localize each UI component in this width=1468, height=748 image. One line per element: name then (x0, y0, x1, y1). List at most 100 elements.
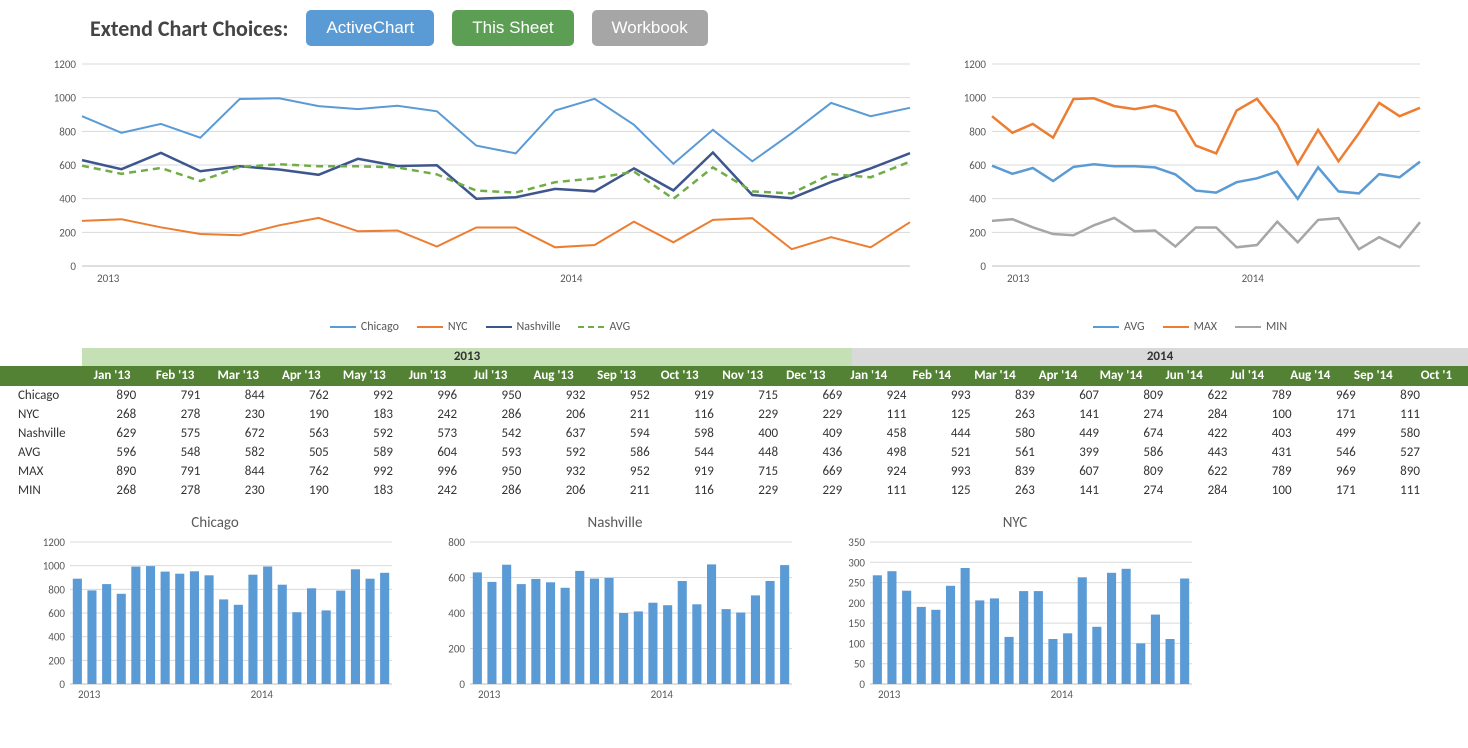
svg-text:0: 0 (70, 260, 76, 273)
table-cell: 809 (1109, 462, 1173, 481)
legend-item: MAX (1163, 320, 1217, 334)
row-label: Nashville (0, 424, 82, 443)
table-cell: 580 (981, 424, 1045, 443)
table-cell: 111 (1366, 405, 1430, 424)
month-cell: Apr '13 (270, 366, 333, 386)
month-cell: Jul '13 (459, 366, 522, 386)
top-charts-row: 02004006008001000120020132014ChicagoNYCN… (0, 56, 1468, 334)
bottom-charts-row: Chicago02004006008001000120020132014Nash… (0, 500, 1468, 706)
table-cell: 924 (852, 386, 916, 405)
table-cell: 844 (210, 462, 274, 481)
month-cell: Mar '13 (207, 366, 270, 386)
table-cell: 791 (146, 462, 210, 481)
svg-text:200: 200 (48, 654, 65, 667)
month-cell: Nov '13 (711, 366, 774, 386)
workbook-button[interactable]: Workbook (592, 10, 708, 46)
table-cell: 789 (1237, 386, 1301, 405)
svg-text:2013: 2013 (478, 688, 501, 701)
svg-text:200: 200 (59, 226, 76, 239)
table-cell: 171 (1302, 481, 1366, 500)
table-cell: 950 (467, 462, 531, 481)
table-cell: 669 (788, 386, 852, 405)
table-cell: 230 (210, 481, 274, 500)
svg-text:2013: 2013 (97, 272, 120, 285)
table-cell: 284 (1173, 481, 1237, 500)
table-cell: 594 (596, 424, 660, 443)
table-cell: 592 (531, 443, 595, 462)
table-cell: 268 (82, 405, 146, 424)
table-cell: 563 (275, 424, 339, 443)
table-cell: 582 (210, 443, 274, 462)
table-cell: 669 (788, 462, 852, 481)
table-cell: 548 (146, 443, 210, 462)
svg-text:1200: 1200 (54, 58, 77, 71)
thissheet-button[interactable]: This Sheet (452, 10, 573, 46)
table-cell: 593 (467, 443, 531, 462)
month-cell: Jun '13 (396, 366, 459, 386)
svg-text:350: 350 (848, 536, 865, 549)
table-cell: 498 (852, 443, 916, 462)
stats-line-chart: 02004006008001000120020132014AVGMAXMIN (950, 56, 1430, 334)
svg-text:800: 800 (48, 583, 65, 596)
activechart-button[interactable]: ActiveChart (306, 10, 434, 46)
table-cell: 622 (1173, 462, 1237, 481)
table-cell: 278 (146, 481, 210, 500)
table-cell: 274 (1109, 405, 1173, 424)
table-cell: 206 (531, 481, 595, 500)
table-cell: 561 (981, 443, 1045, 462)
svg-text:2014: 2014 (251, 688, 274, 701)
table-cell: 992 (339, 462, 403, 481)
table-cell: 993 (916, 386, 980, 405)
legend-item: Chicago (330, 320, 399, 334)
table-cell: 789 (1237, 462, 1301, 481)
table-cell: 637 (531, 424, 595, 443)
table-cell: 183 (339, 481, 403, 500)
table-cell: 286 (467, 481, 531, 500)
svg-text:2014: 2014 (1051, 688, 1074, 701)
table-cell: 592 (339, 424, 403, 443)
table-row: MIN2682782301901832422862062111162292291… (0, 481, 1468, 500)
table-cell: 443 (1173, 443, 1237, 462)
table-cell: 575 (146, 424, 210, 443)
table-cell: 458 (852, 424, 916, 443)
legend-item: AVG (1093, 320, 1145, 334)
table-cell: 890 (1366, 386, 1430, 405)
table-cell: 141 (1045, 481, 1109, 500)
table-cell: 268 (82, 481, 146, 500)
month-cell: Aug '13 (522, 366, 585, 386)
table-cell: 996 (403, 462, 467, 481)
table-cell: 521 (916, 443, 980, 462)
page-title: Extend Chart Choices: (90, 15, 288, 42)
bar-chart-title: NYC (830, 514, 1200, 532)
table-cell: 211 (596, 405, 660, 424)
table-cell: 952 (596, 462, 660, 481)
table-cell: 229 (724, 405, 788, 424)
table-cell: 431 (1237, 443, 1301, 462)
table-cell: 400 (724, 424, 788, 443)
table-cell: 444 (916, 424, 980, 443)
table-cell: 263 (981, 481, 1045, 500)
table-cell: 992 (339, 386, 403, 405)
table-cell: 762 (275, 386, 339, 405)
table-cell: 403 (1237, 424, 1301, 443)
table-cell: 604 (403, 443, 467, 462)
table-cell: 919 (660, 386, 724, 405)
svg-text:250: 250 (848, 577, 865, 590)
table-cell: 527 (1366, 443, 1430, 462)
table-cell: 919 (660, 462, 724, 481)
month-cell: Apr '14 (1027, 366, 1090, 386)
svg-text:50: 50 (854, 658, 866, 671)
svg-text:400: 400 (448, 607, 465, 620)
table-cell: 141 (1045, 405, 1109, 424)
table-row: Nashville6295756725635925735426375945984… (0, 424, 1468, 443)
table-cell: 844 (210, 386, 274, 405)
table-cell: 950 (467, 386, 531, 405)
table-cell: 674 (1109, 424, 1173, 443)
table-cell: 996 (403, 386, 467, 405)
svg-text:1000: 1000 (964, 92, 987, 105)
table-cell: 183 (339, 405, 403, 424)
svg-text:1000: 1000 (54, 92, 77, 105)
table-cell: 190 (275, 481, 339, 500)
table-cell: 546 (1302, 443, 1366, 462)
legend-item: Nashville (486, 320, 561, 334)
